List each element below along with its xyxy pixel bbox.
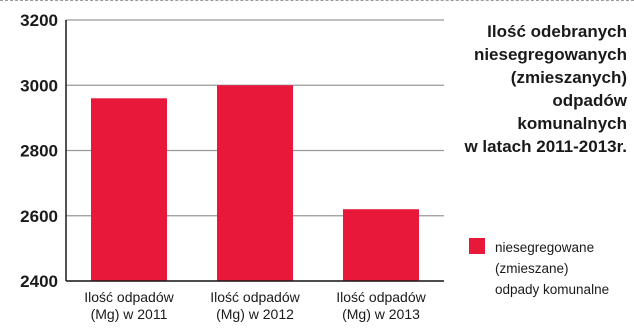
legend-label: (zmieszane) — [495, 261, 569, 276]
bar-2 — [343, 209, 419, 281]
top-rule — [0, 0, 634, 4]
y-tick-label: 3200 — [20, 11, 58, 30]
y-tick-label: 2800 — [20, 142, 58, 161]
bar-1 — [217, 85, 293, 281]
chart-title-line: niesegregowanych — [474, 45, 627, 64]
chart-title-line: (zmieszanych) — [511, 68, 627, 87]
y-tick-label: 3000 — [20, 76, 58, 95]
chart-title-line: Ilość odebranych — [487, 22, 627, 41]
y-tick-label: 2400 — [20, 272, 58, 291]
x-category-label: Ilość odpadów (Mg) w 2011 — [84, 289, 174, 322]
chart-title-line: komunalnych — [517, 114, 627, 133]
x-category-label: Ilość odpadów (Mg) w 2012 — [210, 289, 300, 322]
chart-title: Ilość odebranych niesegregowanych (zmiesza… — [463, 22, 627, 156]
x-category-label: Ilość odpadów (Mg) w 2013 — [336, 289, 426, 322]
legend-label: niesegregowane — [495, 240, 594, 255]
bar-0 — [91, 98, 167, 281]
chart-title-line: w latach 2011-2013r. — [463, 137, 627, 156]
chart-title-line: odpadów — [552, 91, 627, 110]
legend: niesegregowane (zmieszane) odpady komunaln… — [469, 238, 609, 297]
y-tick-labels: 2400 2600 2800 3000 3200 — [20, 11, 58, 291]
legend-label: odpady komunalne — [495, 282, 609, 297]
bars — [91, 85, 419, 281]
axes — [65, 20, 444, 282]
y-tick-label: 2600 — [20, 207, 58, 226]
legend-swatch — [469, 238, 485, 254]
x-tick-labels: Ilość odpadów (Mg) w 2011 Ilość odpadów (Mg… — [84, 289, 426, 322]
